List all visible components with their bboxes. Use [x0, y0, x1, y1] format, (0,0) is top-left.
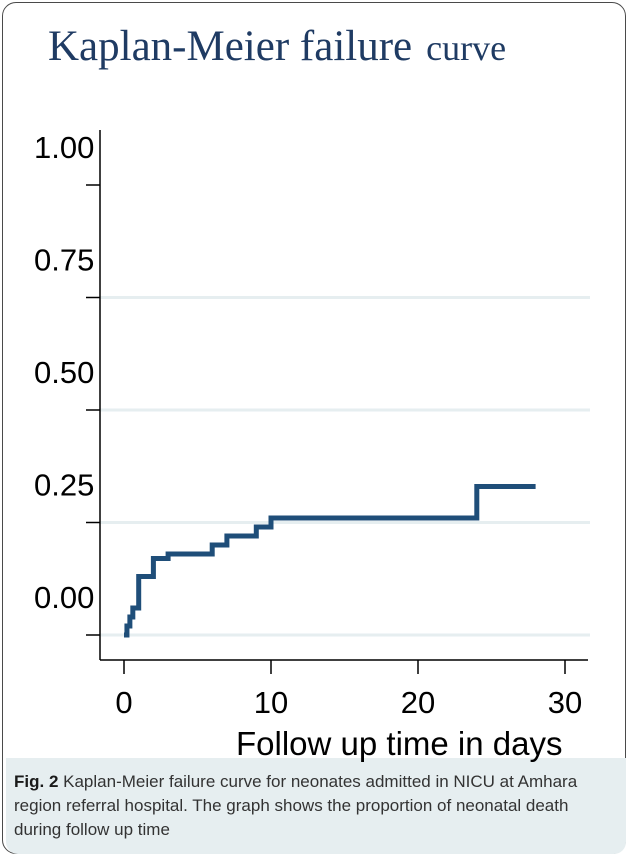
chart-title-main: Kaplan-Meier failure	[48, 23, 412, 70]
grid-layer	[100, 296, 590, 637]
y-tick-label: 0.00	[34, 580, 94, 615]
figure-caption: Fig. 2 Kaplan-Meier failure curve for ne…	[14, 770, 614, 842]
axis-layer: 0.00 0.25 0.50 0.75 1.00 0 10 20 30	[34, 130, 588, 720]
caption-body: Kaplan-Meier failure curve for neonates …	[14, 772, 578, 839]
y-tick-label: 1.00	[34, 130, 94, 165]
x-tick-label: 0	[115, 685, 132, 720]
chart-title-tail: curve	[426, 28, 506, 68]
y-tick-label: 0.25	[34, 468, 94, 503]
y-tick-label: 0.75	[34, 243, 94, 278]
caption-box	[6, 758, 626, 854]
series-step-line	[124, 484, 536, 638]
y-tick-label: 0.50	[34, 355, 94, 390]
series-layer	[123, 484, 536, 638]
chart-title: Kaplan-Meier failure curve	[48, 23, 506, 70]
x-tick-label: 30	[548, 685, 582, 720]
x-tick-label: 20	[401, 685, 435, 720]
caption-label: Fig. 2	[14, 772, 59, 791]
x-axis-label: Follow up time in days	[236, 725, 562, 762]
x-tick-label: 10	[254, 685, 288, 720]
